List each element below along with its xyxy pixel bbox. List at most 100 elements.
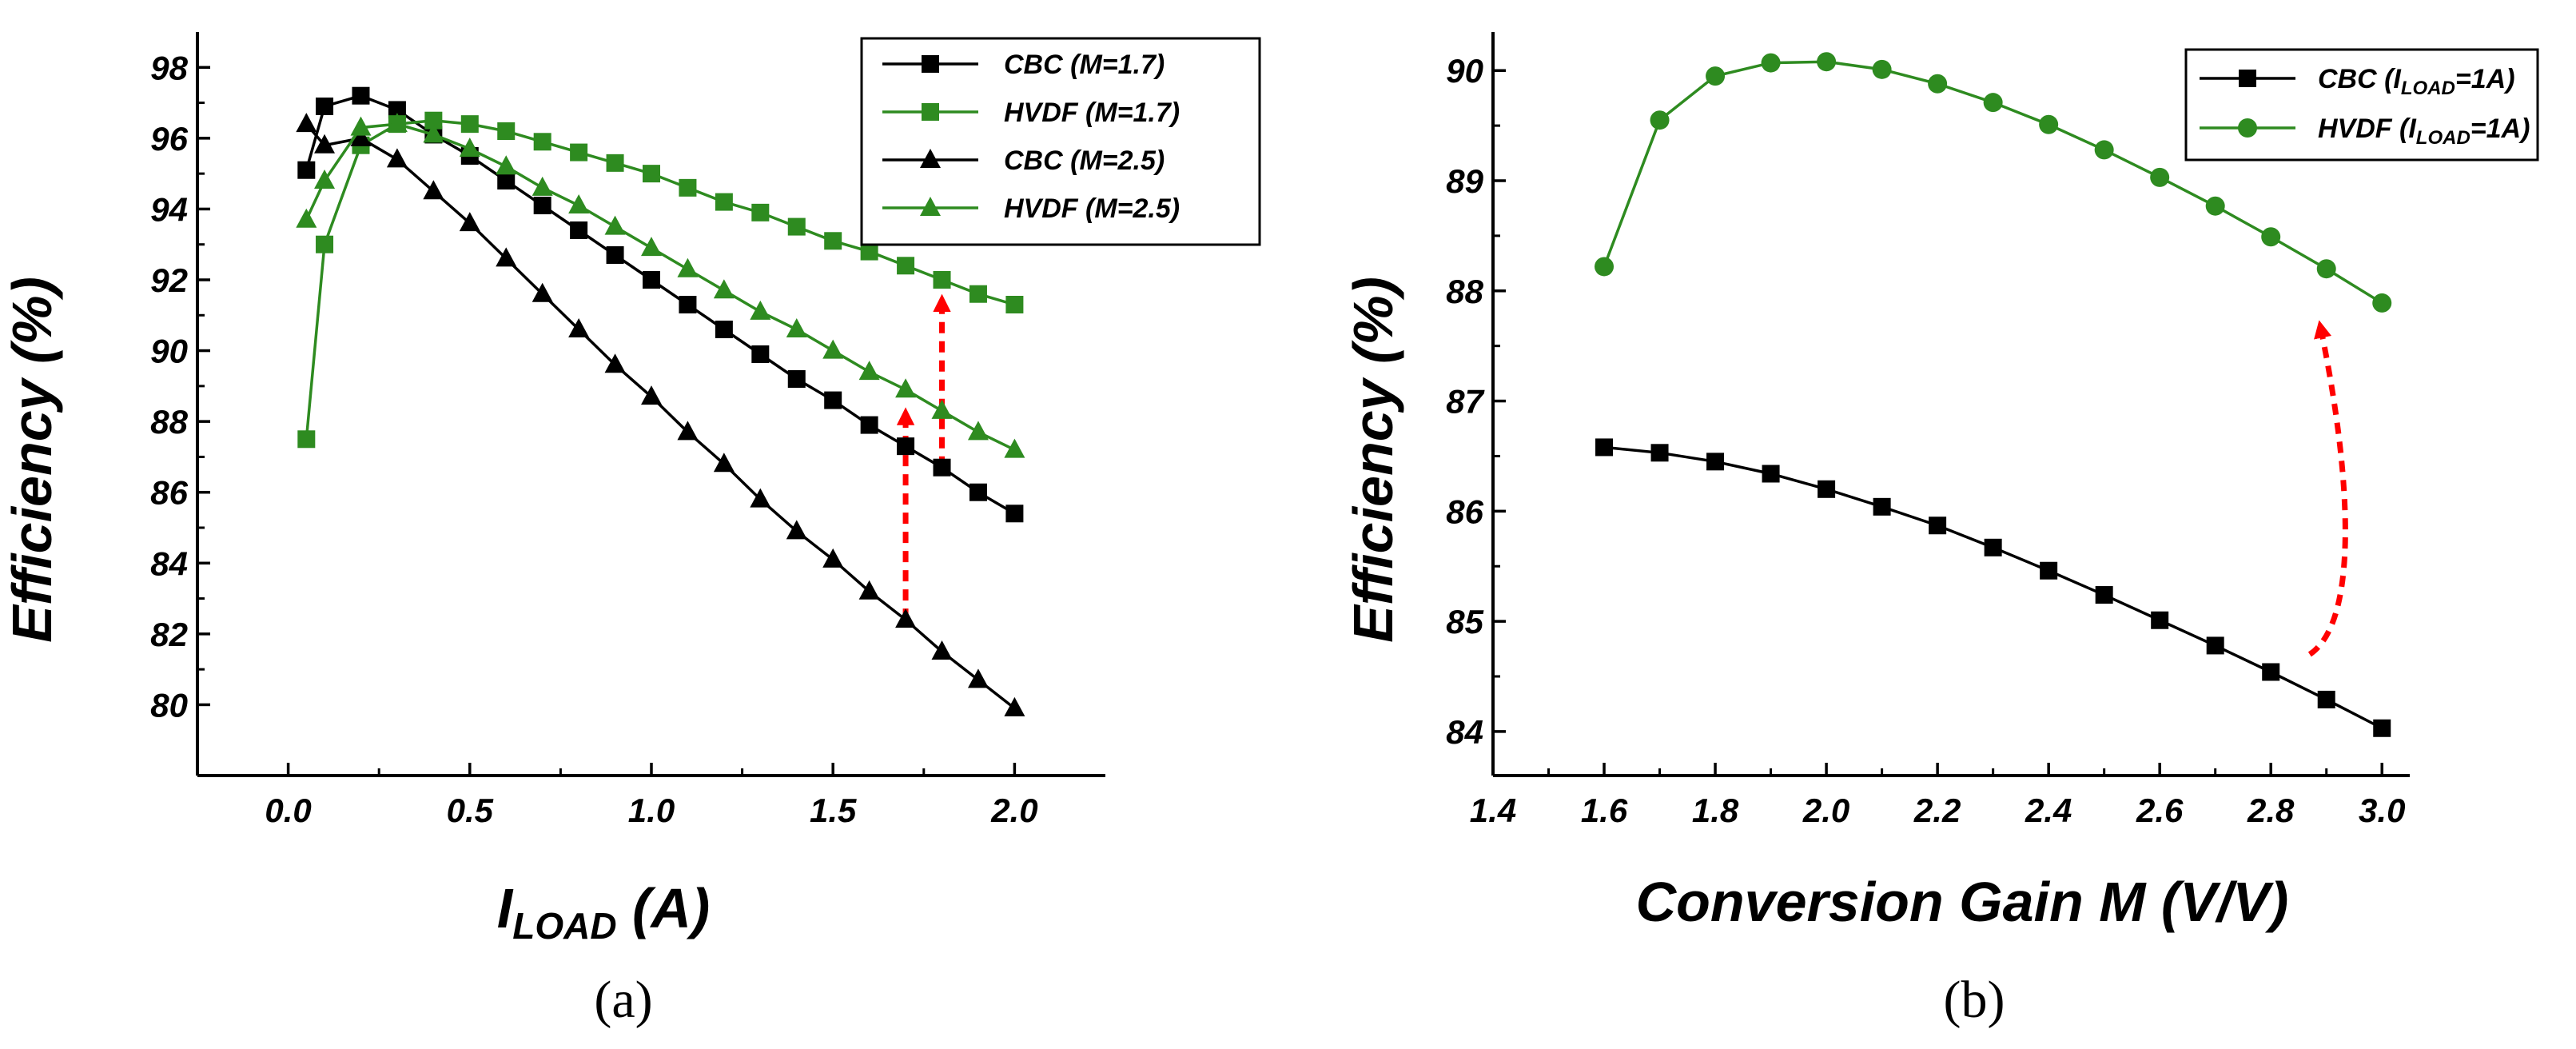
data-point — [532, 282, 553, 302]
y-tick-label: 87 — [1446, 383, 1484, 421]
data-point — [750, 488, 771, 508]
data-point — [751, 345, 770, 363]
data-point — [1004, 438, 1025, 458]
data-point — [786, 520, 807, 540]
data-point — [606, 246, 624, 264]
data-point — [533, 197, 551, 214]
data-point — [1929, 517, 1947, 535]
data-point — [497, 172, 516, 189]
panel-a-efficiency-vs-load: 80 82 84 86 88 90 92 94 96 98 0.0 0.5 1.0 1.5 2.0 Effi… — [1, 32, 1261, 1029]
data-point — [533, 133, 551, 151]
data-point — [1706, 453, 1725, 471]
data-point — [969, 483, 987, 501]
data-point — [386, 148, 408, 168]
x-tick-label: 1.0 — [628, 792, 675, 829]
legend-entry: HVDF (M=1.7) — [882, 98, 1180, 128]
legend-marker — [922, 103, 939, 121]
y-tick-label: 84 — [1446, 713, 1483, 751]
data-point — [532, 176, 553, 196]
data-point — [787, 370, 806, 388]
x-tick-label: 2.6 — [2136, 792, 2184, 829]
data-point — [2095, 586, 2113, 604]
data-point — [1983, 93, 2003, 113]
data-point — [751, 203, 770, 221]
panel-b-legend-box — [2184, 48, 2539, 162]
data-point — [2372, 293, 2392, 313]
series-cbc-m-2-5- — [296, 113, 1025, 716]
data-point — [1872, 59, 1892, 79]
data-point — [570, 221, 588, 239]
legend-entry: HVDF (M=2.5) — [882, 193, 1180, 224]
data-point — [314, 170, 336, 189]
data-point — [1762, 465, 1780, 483]
x-tick-label: 0.5 — [447, 792, 494, 829]
data-point — [822, 548, 844, 568]
red-dashed-arrow — [2307, 320, 2348, 657]
legend-label: HVDF (ILOAD=1A) — [2318, 114, 2530, 149]
data-point — [897, 437, 915, 456]
data-point — [2262, 663, 2280, 681]
data-point — [931, 640, 953, 660]
data-point — [350, 126, 372, 146]
x-tick-label: 2.0 — [1802, 792, 1849, 829]
panel-b-legend: CBC (ILOAD=1A) HVDF (ILOAD=1A) — [2184, 48, 2539, 162]
panel-a-x-axis-label: ILOAD (A) — [497, 877, 710, 947]
legend-marker — [920, 197, 941, 216]
data-point — [570, 143, 588, 162]
data-point — [897, 257, 915, 275]
y-tick-label: 86 — [1446, 493, 1483, 530]
data-point — [1650, 444, 1669, 462]
y-tick-label: 90 — [1446, 52, 1483, 90]
data-point — [1873, 497, 1891, 516]
data-point — [1595, 257, 1614, 277]
data-point — [1984, 538, 2002, 556]
data-point — [1004, 696, 1025, 716]
data-point — [297, 161, 316, 179]
data-point — [713, 453, 735, 473]
data-point — [568, 194, 590, 213]
data-point — [1928, 74, 1948, 94]
data-point — [643, 271, 660, 289]
series-cbc-iload-1a- — [1595, 438, 2391, 737]
data-point — [2206, 636, 2224, 655]
data-point — [1005, 505, 1024, 523]
data-point — [715, 321, 733, 338]
panel-b-y-axis-label: Efficiency (%) — [1342, 277, 1404, 643]
data-point — [787, 217, 806, 236]
data-point — [1817, 52, 1837, 72]
panel-a-series — [296, 86, 1025, 716]
data-point — [352, 86, 370, 105]
y-tick-label: 85 — [1446, 603, 1483, 640]
data-point — [933, 458, 951, 477]
y-tick-label: 82 — [150, 616, 188, 653]
data-point — [2261, 227, 2281, 247]
data-point — [1818, 480, 1836, 498]
panel-a-axes: 80 82 84 86 88 90 92 94 96 98 0.0 0.5 1.0 1.5 2.0 — [150, 32, 1105, 829]
data-point — [460, 115, 479, 134]
data-point — [1706, 66, 1726, 86]
data-point — [715, 193, 733, 211]
data-point — [296, 113, 317, 133]
x-tick-label: 2.0 — [990, 792, 1037, 829]
panel-b-x-axis-label: Conversion Gain M (V/V) — [1636, 871, 2289, 933]
data-point — [931, 399, 953, 419]
data-point — [496, 155, 517, 175]
data-point — [858, 580, 880, 600]
legend-label: HVDF (M=2.5) — [1004, 193, 1180, 224]
data-point — [296, 208, 317, 228]
data-point — [568, 318, 590, 337]
data-point — [822, 339, 844, 359]
data-point — [641, 237, 662, 257]
panel-b-annotations — [2307, 320, 2348, 657]
panel-a-y-axis-label: Efficiency (%) — [1, 277, 63, 643]
x-tick-label: 2.2 — [1913, 792, 1961, 829]
y-tick-label: 80 — [150, 686, 188, 724]
y-tick-label: 98 — [150, 49, 188, 86]
legend-label: CBC (M=1.7) — [1004, 50, 1165, 80]
data-point — [1595, 438, 1614, 457]
x-tick-label: 1.4 — [1470, 792, 1516, 829]
x-tick-label: 1.6 — [1581, 792, 1628, 829]
data-point — [604, 353, 626, 373]
data-point — [2040, 561, 2058, 580]
